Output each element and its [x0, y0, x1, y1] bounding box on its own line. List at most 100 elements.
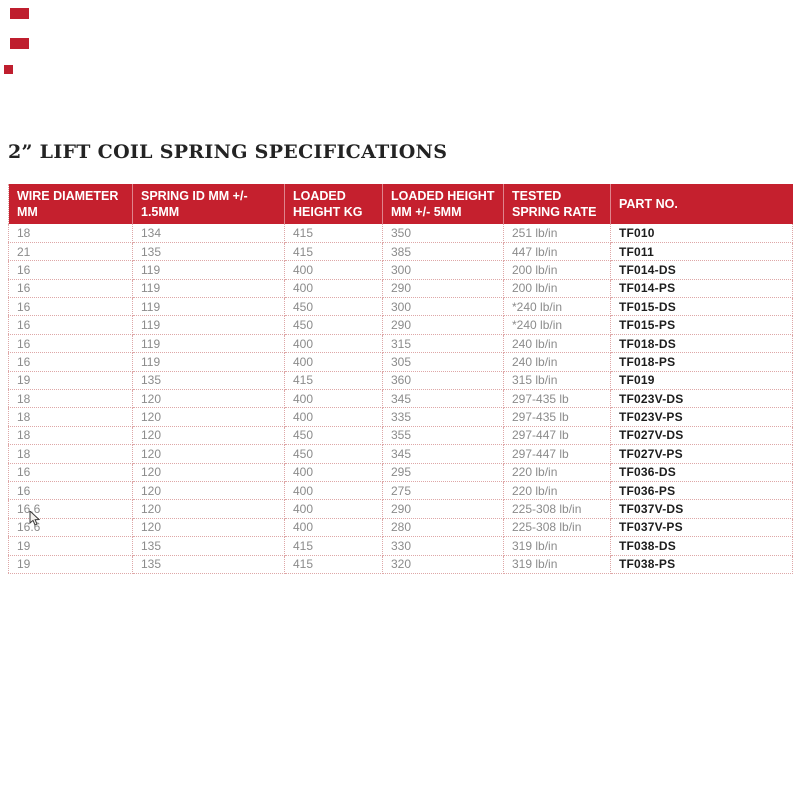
cell-tested-spring-rate: 200 lb/in: [503, 260, 611, 280]
cell-spring-id-mm: 120: [132, 444, 285, 464]
red-artifact-mark: [10, 38, 29, 49]
cell-spring-id-mm: 119: [132, 334, 285, 354]
cell-wire-diameter-mm: 18: [8, 407, 133, 427]
table-row: 16 119 450 290 *240 lb/in TF015-PS: [8, 315, 793, 335]
cell-part-no: TF036-DS: [610, 463, 793, 482]
spec-table-header: WIRE DIAMETER MM SPRING ID MM +/- 1.5MM LO…: [8, 184, 793, 224]
cell-loaded-height-mm: 290: [382, 315, 504, 335]
cell-loaded-height-mm: 355: [382, 426, 504, 446]
cell-loaded-height-mm: 290: [382, 499, 504, 519]
cell-tested-spring-rate: 297-435 lb: [503, 389, 611, 409]
cell-loaded-height-kg: 400: [284, 407, 383, 427]
cell-tested-spring-rate: 319 lb/in: [503, 555, 611, 574]
cell-spring-id-mm: 120: [132, 518, 285, 538]
cell-spring-id-mm: 120: [132, 426, 285, 446]
cell-wire-diameter-mm: 18: [8, 444, 133, 464]
cell-part-no: TF027V-PS: [610, 444, 793, 464]
cell-loaded-height-kg: 400: [284, 279, 383, 299]
cell-wire-diameter-mm: 16: [8, 334, 133, 354]
table-row: 21 135 415 385 447 lb/in TF011: [8, 242, 793, 262]
cell-spring-id-mm: 120: [132, 463, 285, 482]
cell-loaded-height-mm: 295: [382, 463, 504, 482]
header-row: WIRE DIAMETER MM SPRING ID MM +/- 1.5MM LO…: [8, 184, 793, 224]
table-row: 18 120 450 345 297-447 lb TF027V-PS: [8, 444, 793, 464]
cell-loaded-height-kg: 400: [284, 481, 383, 501]
cell-loaded-height-mm: 330: [382, 536, 504, 556]
cell-part-no: TF015-DS: [610, 297, 793, 317]
cell-wire-diameter-mm: 16: [8, 297, 133, 317]
column-header-loaded-height-kg: LOADED HEIGHT KG: [284, 184, 383, 224]
table-row: 16 119 400 305 240 lb/in TF018-PS: [8, 352, 793, 372]
cell-tested-spring-rate: 200 lb/in: [503, 279, 611, 299]
cell-spring-id-mm: 119: [132, 279, 285, 299]
cell-part-no: TF023V-DS: [610, 389, 793, 409]
cell-loaded-height-kg: 415: [284, 371, 383, 391]
cell-tested-spring-rate: 447 lb/in: [503, 242, 611, 262]
cell-part-no: TF019: [610, 371, 793, 391]
cell-loaded-height-kg: 400: [284, 352, 383, 372]
cell-loaded-height-mm: 360: [382, 371, 504, 391]
cell-part-no: TF010: [610, 224, 793, 243]
cell-spring-id-mm: 119: [132, 297, 285, 317]
cell-loaded-height-kg: 400: [284, 389, 383, 409]
column-header-loaded-height-mm: LOADED HEIGHT MM +/- 5MM: [382, 184, 504, 224]
cell-loaded-height-kg: 450: [284, 315, 383, 335]
cell-loaded-height-mm: 275: [382, 481, 504, 501]
cell-wire-diameter-mm: 16: [8, 352, 133, 372]
cell-spring-id-mm: 134: [132, 224, 285, 243]
cell-wire-diameter-mm: 16: [8, 279, 133, 299]
cell-loaded-height-mm: 300: [382, 297, 504, 317]
cell-tested-spring-rate: 319 lb/in: [503, 536, 611, 556]
cell-spring-id-mm: 120: [132, 481, 285, 501]
cell-loaded-height-mm: 335: [382, 407, 504, 427]
cell-part-no: TF023V-PS: [610, 407, 793, 427]
cell-part-no: TF038-PS: [610, 555, 793, 574]
cell-part-no: TF014-PS: [610, 279, 793, 299]
table-row: 16 120 400 275 220 lb/in TF036-PS: [8, 481, 793, 501]
cell-wire-diameter-mm: 16: [8, 315, 133, 335]
cell-tested-spring-rate: 225-308 lb/in: [503, 499, 611, 519]
cell-loaded-height-mm: 280: [382, 518, 504, 538]
cell-loaded-height-mm: 305: [382, 352, 504, 372]
cell-loaded-height-mm: 345: [382, 444, 504, 464]
cell-wire-diameter-mm: 19: [8, 536, 133, 556]
cell-loaded-height-mm: 385: [382, 242, 504, 262]
cell-loaded-height-kg: 415: [284, 242, 383, 262]
cell-loaded-height-kg: 415: [284, 536, 383, 556]
cell-tested-spring-rate: 225-308 lb/in: [503, 518, 611, 538]
cell-tested-spring-rate: *240 lb/in: [503, 315, 611, 335]
cell-part-no: TF015-PS: [610, 315, 793, 335]
table-row: 16 119 400 290 200 lb/in TF014-PS: [8, 279, 793, 299]
cell-loaded-height-kg: 400: [284, 499, 383, 519]
table-row: 19 135 415 360 315 lb/in TF019: [8, 371, 793, 391]
cell-wire-diameter-mm: 18: [8, 224, 133, 243]
table-row: 16.6 120 400 280 225-308 lb/in TF037V-PS: [8, 518, 793, 538]
cell-part-no: TF037V-PS: [610, 518, 793, 538]
cell-loaded-height-kg: 400: [284, 260, 383, 280]
cell-part-no: TF011: [610, 242, 793, 262]
spec-table-container: WIRE DIAMETER MM SPRING ID MM +/- 1.5MM LO…: [8, 184, 793, 574]
cell-loaded-height-mm: 320: [382, 555, 504, 574]
cell-loaded-height-kg: 450: [284, 426, 383, 446]
table-row: 19 135 415 320 319 lb/in TF038-PS: [8, 555, 793, 574]
cell-loaded-height-mm: 290: [382, 279, 504, 299]
cell-wire-diameter-mm: 21: [8, 242, 133, 262]
cell-wire-diameter-mm: 19: [8, 371, 133, 391]
table-row: 18 120 400 335 297-435 lb TF023V-PS: [8, 407, 793, 427]
cell-loaded-height-mm: 350: [382, 224, 504, 243]
spec-table: WIRE DIAMETER MM SPRING ID MM +/- 1.5MM LO…: [8, 184, 793, 574]
cell-wire-diameter-mm: 18: [8, 426, 133, 446]
cell-spring-id-mm: 119: [132, 315, 285, 335]
cell-loaded-height-kg: 400: [284, 463, 383, 482]
cell-part-no: TF027V-DS: [610, 426, 793, 446]
column-header-part-no: PART NO.: [610, 184, 793, 224]
cell-loaded-height-kg: 415: [284, 224, 383, 243]
cell-tested-spring-rate: 240 lb/in: [503, 352, 611, 372]
cell-wire-diameter-mm: 16: [8, 481, 133, 501]
table-row: 16 119 400 300 200 lb/in TF014-DS: [8, 260, 793, 280]
cell-part-no: TF014-DS: [610, 260, 793, 280]
cell-spring-id-mm: 119: [132, 352, 285, 372]
cell-tested-spring-rate: 297-435 lb: [503, 407, 611, 427]
table-row: 16 119 450 300 *240 lb/in TF015-DS: [8, 297, 793, 317]
